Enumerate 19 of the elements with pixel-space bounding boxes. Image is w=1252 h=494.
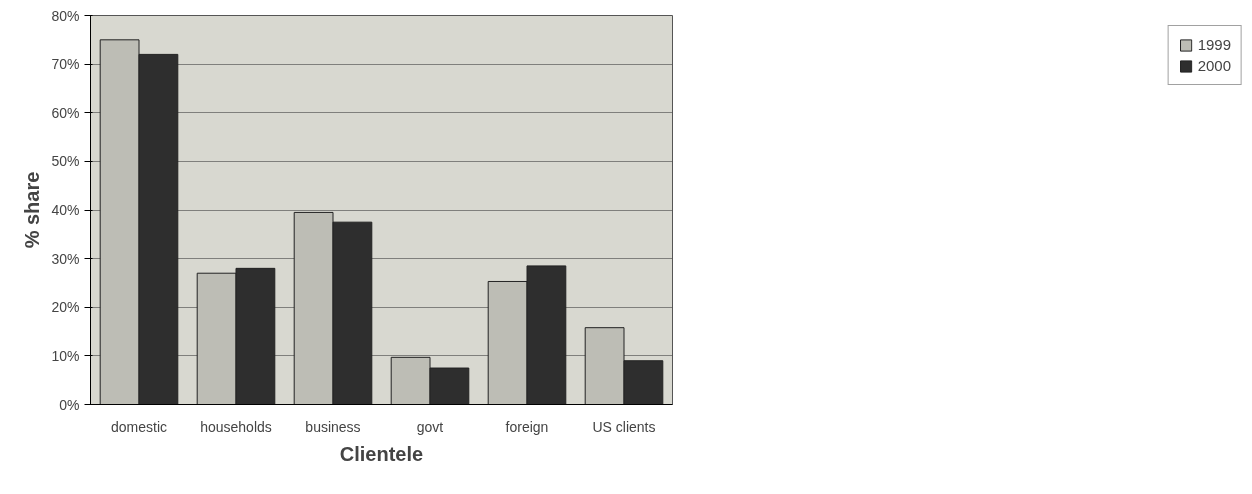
y-tick-label: 60%	[51, 104, 80, 121]
legend-label: 2000	[1197, 57, 1231, 74]
y-axis-title: % share	[21, 171, 44, 249]
y-tick-label: 70%	[51, 56, 80, 73]
legend-label: 1999	[1197, 36, 1231, 53]
y-tick-label: 30%	[51, 250, 80, 267]
y-tick-label: 10%	[51, 347, 80, 364]
y-tick-label: 80%	[51, 7, 80, 24]
x-tick-label: domestic	[110, 418, 168, 435]
y-tick-label: 40%	[51, 202, 80, 218]
y-tick-label: 50%	[51, 153, 80, 170]
x-tick-label: govt	[416, 418, 444, 435]
x-tick-label: business	[305, 418, 361, 435]
y-tick-label: 0%	[59, 396, 80, 413]
x-tick-label: foreign	[505, 418, 549, 435]
x-tick-label: households	[200, 418, 272, 435]
x-axis-title: Clientele	[339, 442, 424, 465]
x-tick-label: US clients	[592, 418, 656, 435]
y-tick-label: 20%	[51, 299, 80, 316]
